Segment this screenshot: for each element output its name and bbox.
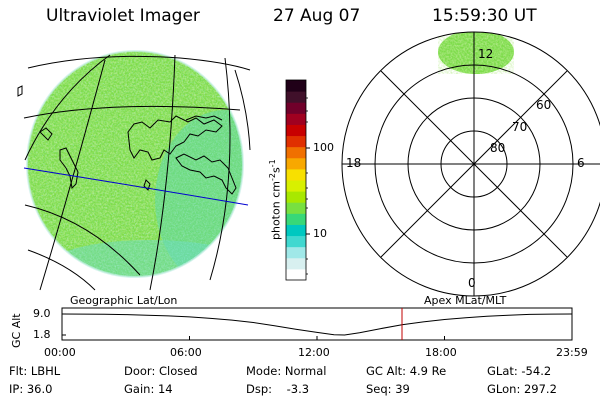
timeline-y-bottom: 1.8 bbox=[33, 328, 51, 341]
polar-label-mlt0: 0 bbox=[468, 276, 476, 290]
date-label: 27 Aug 07 bbox=[273, 6, 361, 26]
polar-label-lat80: 80 bbox=[490, 141, 506, 155]
polar-plot bbox=[341, 31, 600, 297]
colorbar-segment bbox=[286, 191, 306, 203]
colorbar-segment bbox=[286, 124, 306, 137]
info-ip: IP: 36.0 bbox=[9, 382, 53, 396]
unit-photon-cm: photon cm bbox=[269, 181, 283, 240]
unit-exp-cm: -2 bbox=[268, 173, 277, 182]
altitude-curve bbox=[61, 313, 572, 336]
colorbar-segment bbox=[286, 135, 306, 148]
info-glat: GLat: -54.2 bbox=[487, 364, 552, 378]
timeline-axis-label: GC Alt bbox=[10, 313, 23, 348]
polar-diag-2 bbox=[380, 70, 568, 258]
info-mode: Mode: Normal bbox=[246, 364, 327, 378]
colorbar-unit-label: photon cm-2s-1 bbox=[268, 159, 283, 240]
colorbar-segment bbox=[286, 146, 306, 159]
colorbar-segment bbox=[286, 257, 306, 270]
info-gc-alt: GC Alt: 4.9 Re bbox=[366, 364, 447, 378]
colorbar-segment bbox=[286, 268, 306, 281]
colorbar-segment bbox=[286, 168, 306, 181]
unit-exp-s: -1 bbox=[268, 159, 277, 168]
colorbar-segment bbox=[286, 102, 306, 114]
timeline-tick-2359: 23:59 bbox=[556, 346, 588, 359]
colorbar-minor-ticks bbox=[306, 97, 308, 275]
terminator-line bbox=[23, 167, 249, 206]
colorbar-segment bbox=[286, 213, 306, 225]
timeline-left-label: Geographic Lat/Lon bbox=[70, 294, 178, 307]
info-seq: Seq: 39 bbox=[366, 382, 410, 396]
info-dsp: Dsp: -3.3 bbox=[246, 382, 310, 396]
colorbar bbox=[286, 80, 306, 281]
colorbar-segment bbox=[286, 246, 306, 259]
colorbar-segment bbox=[286, 91, 306, 103]
colorbar-segment bbox=[286, 157, 306, 170]
colorbar-segment bbox=[286, 180, 306, 192]
timeline-tick-1200: 12:00 bbox=[298, 346, 330, 359]
polar-label-mlt6: 6 bbox=[577, 156, 585, 170]
polar-label-lat70: 70 bbox=[512, 120, 528, 134]
timeline-plot bbox=[61, 307, 573, 341]
polar-label-lat60: 60 bbox=[536, 98, 552, 112]
timeline-tick-1800: 18:00 bbox=[425, 346, 457, 359]
polar-label-mlt18: 18 bbox=[346, 156, 362, 170]
colorbar-label-100: 100 bbox=[313, 141, 334, 154]
unit-s: s bbox=[269, 167, 283, 174]
colorbar-segment bbox=[286, 224, 306, 237]
timeline-tick-0000: 00:00 bbox=[44, 346, 76, 359]
info-door: Door: Closed bbox=[124, 364, 198, 378]
timeline-right-label: Apex MLat/MLT bbox=[424, 294, 507, 307]
timeline-ticks bbox=[62, 313, 445, 340]
colorbar-frame bbox=[285, 79, 307, 281]
colorbar-segment bbox=[286, 235, 306, 248]
instrument-title: Ultraviolet Imager bbox=[46, 6, 200, 26]
info-gain: Gain: 14 bbox=[124, 382, 173, 396]
colorbar-segment bbox=[286, 80, 306, 92]
timeline-frame bbox=[61, 307, 573, 341]
time-label: 15:59:30 UT bbox=[432, 6, 537, 26]
info-glon: GLon: 297.2 bbox=[487, 382, 557, 396]
timeline-y-top: 9.0 bbox=[33, 307, 51, 320]
info-filter: Flt: LBHL bbox=[9, 364, 61, 378]
timeline-tick-0600: 06:00 bbox=[170, 346, 202, 359]
uv-image-disc bbox=[26, 50, 244, 278]
geographic-grid bbox=[23, 54, 251, 291]
colorbar-segment bbox=[286, 113, 306, 125]
colorbar-label-10: 10 bbox=[313, 227, 327, 240]
polar-label-mlt12: 12 bbox=[478, 47, 494, 61]
colorbar-segment bbox=[286, 202, 306, 214]
coastlines bbox=[17, 85, 237, 195]
